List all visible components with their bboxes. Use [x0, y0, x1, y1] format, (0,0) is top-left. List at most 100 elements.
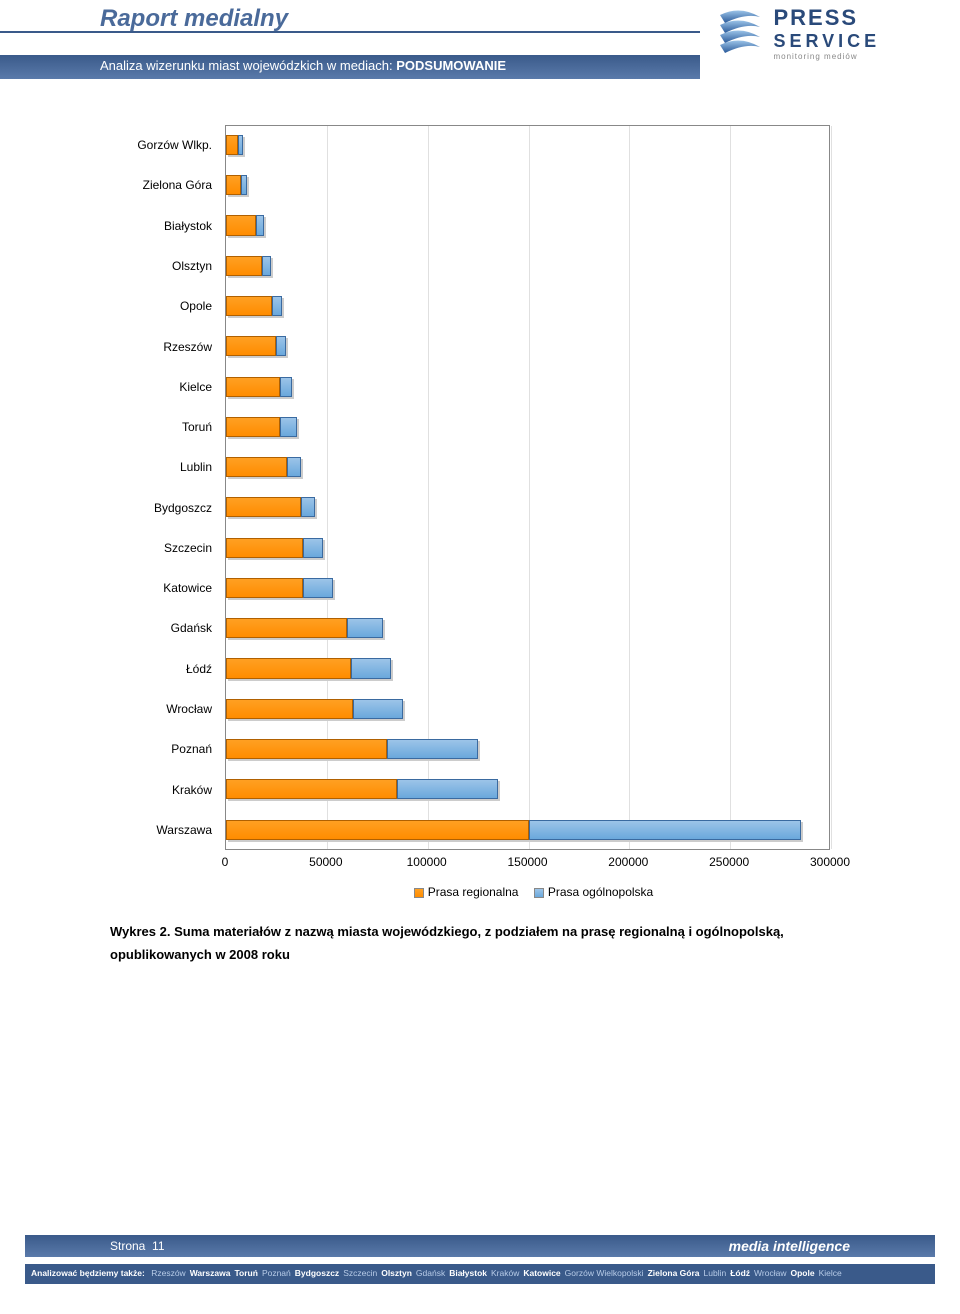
y-axis-label: Toruń: [110, 409, 220, 445]
bar-regional: [226, 417, 280, 437]
bar-regional: [226, 497, 301, 517]
caption-rest: Suma materiałów z nazwą miasta wojewódzk…: [110, 924, 784, 962]
chart-plot-area: [225, 125, 830, 850]
bar-regional: [226, 739, 387, 759]
chart-container: Gorzów Wlkp. Zielona Góra Białystok Olsztyn…: [110, 125, 830, 885]
bottom-strip-city: Łódź: [730, 1268, 750, 1278]
y-axis-label: Gdańsk: [110, 610, 220, 646]
bar-regional: [226, 578, 303, 598]
bar-national: [387, 739, 478, 759]
bar-regional: [226, 538, 303, 558]
bar-regional: [226, 699, 353, 719]
y-axis-label: Poznań: [110, 731, 220, 767]
bottom-strip-city: Katowice: [523, 1268, 560, 1278]
y-axis-label: Gorzów Wlkp.: [110, 127, 220, 163]
page-indicator: Strona 11: [110, 1239, 165, 1253]
bar-national: [353, 699, 403, 719]
bottom-strip-prefix: Analizować będziemy także:: [31, 1268, 147, 1278]
y-axis-label: Kielce: [110, 369, 220, 405]
bottom-strip-city: Kielce: [819, 1268, 842, 1278]
bottom-cities-strip: Analizować będziemy także: Rzeszów Warsza…: [25, 1264, 935, 1284]
y-axis-label: Zielona Góra: [110, 167, 220, 203]
bottom-strip-city: Olsztyn: [381, 1268, 412, 1278]
x-tick-label: 100000: [407, 855, 447, 869]
logo-tagline: monitoring mediów: [773, 52, 880, 61]
legend-swatch-national: [534, 888, 544, 898]
bar-national: [301, 497, 315, 517]
y-axis-label: Rzeszów: [110, 329, 220, 365]
bottom-strip-city: Wrocław: [754, 1268, 786, 1278]
y-axis-label: Bydgoszcz: [110, 490, 220, 526]
x-tick-label: 50000: [309, 855, 342, 869]
bar-regional: [226, 296, 272, 316]
bottom-strip-city: Rzeszów: [151, 1268, 185, 1278]
bar-national: [303, 538, 323, 558]
bar-national: [262, 256, 271, 276]
caption-prefix: Wykres 2.: [110, 924, 170, 939]
chart-caption: Wykres 2. Suma materiałów z nazwą miasta…: [110, 920, 830, 967]
footer-brand: media intelligence: [729, 1238, 850, 1254]
footer-bar: Strona 11 media intelligence: [25, 1235, 935, 1257]
legend-swatch-regional: [414, 888, 424, 898]
bar-regional: [226, 457, 287, 477]
bar-national: [241, 175, 247, 195]
bar-regional: [226, 336, 276, 356]
bar-national: [272, 296, 282, 316]
y-axis-label: Warszawa: [110, 812, 220, 848]
bar-national: [280, 377, 291, 397]
bottom-strip-city: Gdańsk: [416, 1268, 445, 1278]
y-axis-label: Katowice: [110, 570, 220, 606]
bottom-strip-city: Opole: [790, 1268, 814, 1278]
chart-legend: Prasa regionalna Prasa ogólnopolska: [225, 885, 830, 899]
page-label: Strona: [110, 1239, 145, 1253]
bar-national: [276, 336, 286, 356]
bottom-strip-city: Kraków: [491, 1268, 519, 1278]
report-title: Raport medialny: [100, 5, 288, 33]
subtitle-bold: PODSUMOWANIE: [396, 58, 506, 73]
gridline: [529, 126, 530, 849]
bottom-strip-city: Poznań: [262, 1268, 291, 1278]
y-axis-label: Wrocław: [110, 691, 220, 727]
bottom-strip-city: Lublin: [704, 1268, 727, 1278]
y-axis-label: Kraków: [110, 772, 220, 808]
bottom-strip-city: Warszawa: [190, 1268, 231, 1278]
subtitle-prefix: Analiza wizerunku miast wojewódzkich w m…: [100, 58, 396, 73]
bottom-strip-city: Szczecin: [343, 1268, 377, 1278]
bar-regional: [226, 618, 347, 638]
bar-national: [280, 417, 296, 437]
bar-regional: [226, 215, 256, 235]
bar-regional: [226, 820, 529, 840]
bar-regional: [226, 779, 397, 799]
legend-label-regional: Prasa regionalna: [428, 885, 519, 899]
header-subtitle-bar: Analiza wizerunku miast wojewódzkich w m…: [0, 55, 700, 79]
y-axis-label: Lublin: [110, 449, 220, 485]
logo-swirl-icon: [715, 5, 765, 60]
y-axis-label: Opole: [110, 288, 220, 324]
gridline: [629, 126, 630, 849]
bottom-strip-city: Toruń: [234, 1268, 257, 1278]
bar-national: [397, 779, 498, 799]
bar-national: [256, 215, 264, 235]
legend-label-national: Prasa ogólnopolska: [548, 885, 653, 899]
gridline: [730, 126, 731, 849]
x-tick-label: 200000: [608, 855, 648, 869]
bar-national: [347, 618, 383, 638]
bar-national: [529, 820, 801, 840]
header-subtitle: Analiza wizerunku miast wojewódzkich w m…: [100, 58, 506, 73]
x-tick-label: 0: [222, 855, 229, 869]
logo-line1: PRESS: [773, 5, 880, 31]
bottom-strip-city: Białystok: [449, 1268, 487, 1278]
y-axis-label: Olsztyn: [110, 248, 220, 284]
bar-regional: [226, 256, 262, 276]
y-axis-label: Łódź: [110, 651, 220, 687]
x-tick-label: 150000: [507, 855, 547, 869]
bar-regional: [226, 377, 280, 397]
page-number: 11: [152, 1239, 164, 1253]
logo-line2: SERVICE: [773, 31, 880, 52]
bar-national: [351, 658, 391, 678]
page-header: Raport medialny Analiza wizerunku miast …: [0, 0, 960, 80]
y-axis-label: Białystok: [110, 208, 220, 244]
bar-regional: [226, 175, 241, 195]
x-tick-label: 250000: [709, 855, 749, 869]
bar-national: [303, 578, 333, 598]
